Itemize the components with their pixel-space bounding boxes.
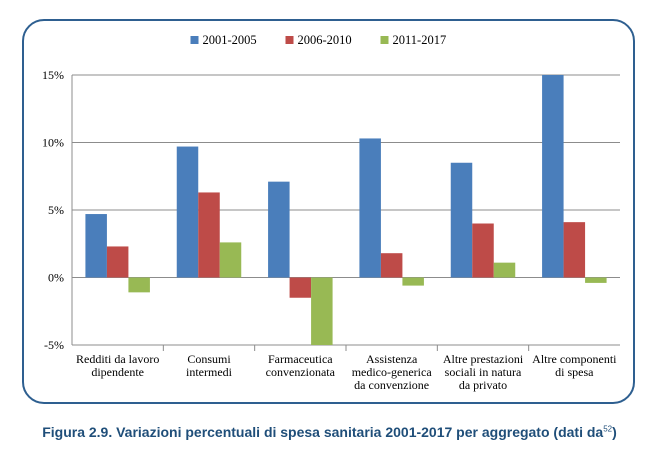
- legend-swatch: [190, 36, 199, 44]
- bar-2011-2017-3: [311, 277, 333, 345]
- bar-2011-2017-1: [128, 277, 150, 293]
- bar-2006-2010-1: [106, 246, 129, 278]
- bar-2006-2010-6: [563, 222, 586, 278]
- bar-2011-2017-4: [402, 277, 424, 286]
- legend-swatch: [380, 36, 389, 44]
- caption-footnote-ref: 52: [603, 424, 613, 434]
- bar-2001-2005-2: [176, 146, 199, 278]
- x-tick-label: Assistenza medico-generica da convenzione: [352, 352, 433, 392]
- caption-text: Figura 2.9. Variazioni percentuali di sp…: [42, 424, 604, 440]
- legend-label: 2011-2017: [393, 33, 447, 47]
- bar-2001-2005-4: [359, 138, 381, 278]
- bar-2006-2010-2: [198, 192, 220, 278]
- figure-caption: Figura 2.9. Variazioni percentuali di sp…: [0, 424, 659, 440]
- bar-2011-2017-2: [219, 242, 242, 278]
- bar-2001-2005-1: [85, 214, 107, 278]
- y-tick-label: 10%: [42, 136, 64, 150]
- y-tick-label: 5%: [48, 203, 64, 217]
- legend-label: 2001-2005: [203, 33, 257, 47]
- legend-swatch: [285, 36, 294, 44]
- x-tick-label: Altre componenti di spesa: [532, 352, 617, 379]
- x-tick-label: Farmaceutica convenzionata: [266, 352, 336, 379]
- x-tick-label: Altre prestazioni sociali in natura da pri…: [443, 352, 524, 392]
- bar-2001-2005-5: [450, 162, 473, 278]
- bar-2011-2017-6: [585, 277, 607, 283]
- bar-2011-2017-5: [493, 262, 516, 278]
- x-tick-label: Consumi intermedi: [186, 352, 233, 379]
- legend-label: 2006-2010: [298, 33, 352, 47]
- y-tick-label: 0%: [48, 271, 64, 285]
- caption-close: ): [612, 424, 617, 440]
- y-tick-label: -5%: [44, 338, 64, 352]
- x-tick-label: Redditi da lavoro dipendente: [76, 352, 159, 379]
- bar-2001-2005-6: [542, 75, 564, 278]
- bar-2001-2005-3: [268, 181, 290, 278]
- bar-2006-2010-5: [472, 223, 494, 278]
- y-tick-label: 15%: [42, 68, 64, 82]
- chart: -5% 0% 5% 10% 15% Redditi da lavoro dipendente…: [42, 33, 620, 392]
- bar-2006-2010-4: [380, 253, 403, 278]
- bar-2006-2010-3: [289, 277, 312, 298]
